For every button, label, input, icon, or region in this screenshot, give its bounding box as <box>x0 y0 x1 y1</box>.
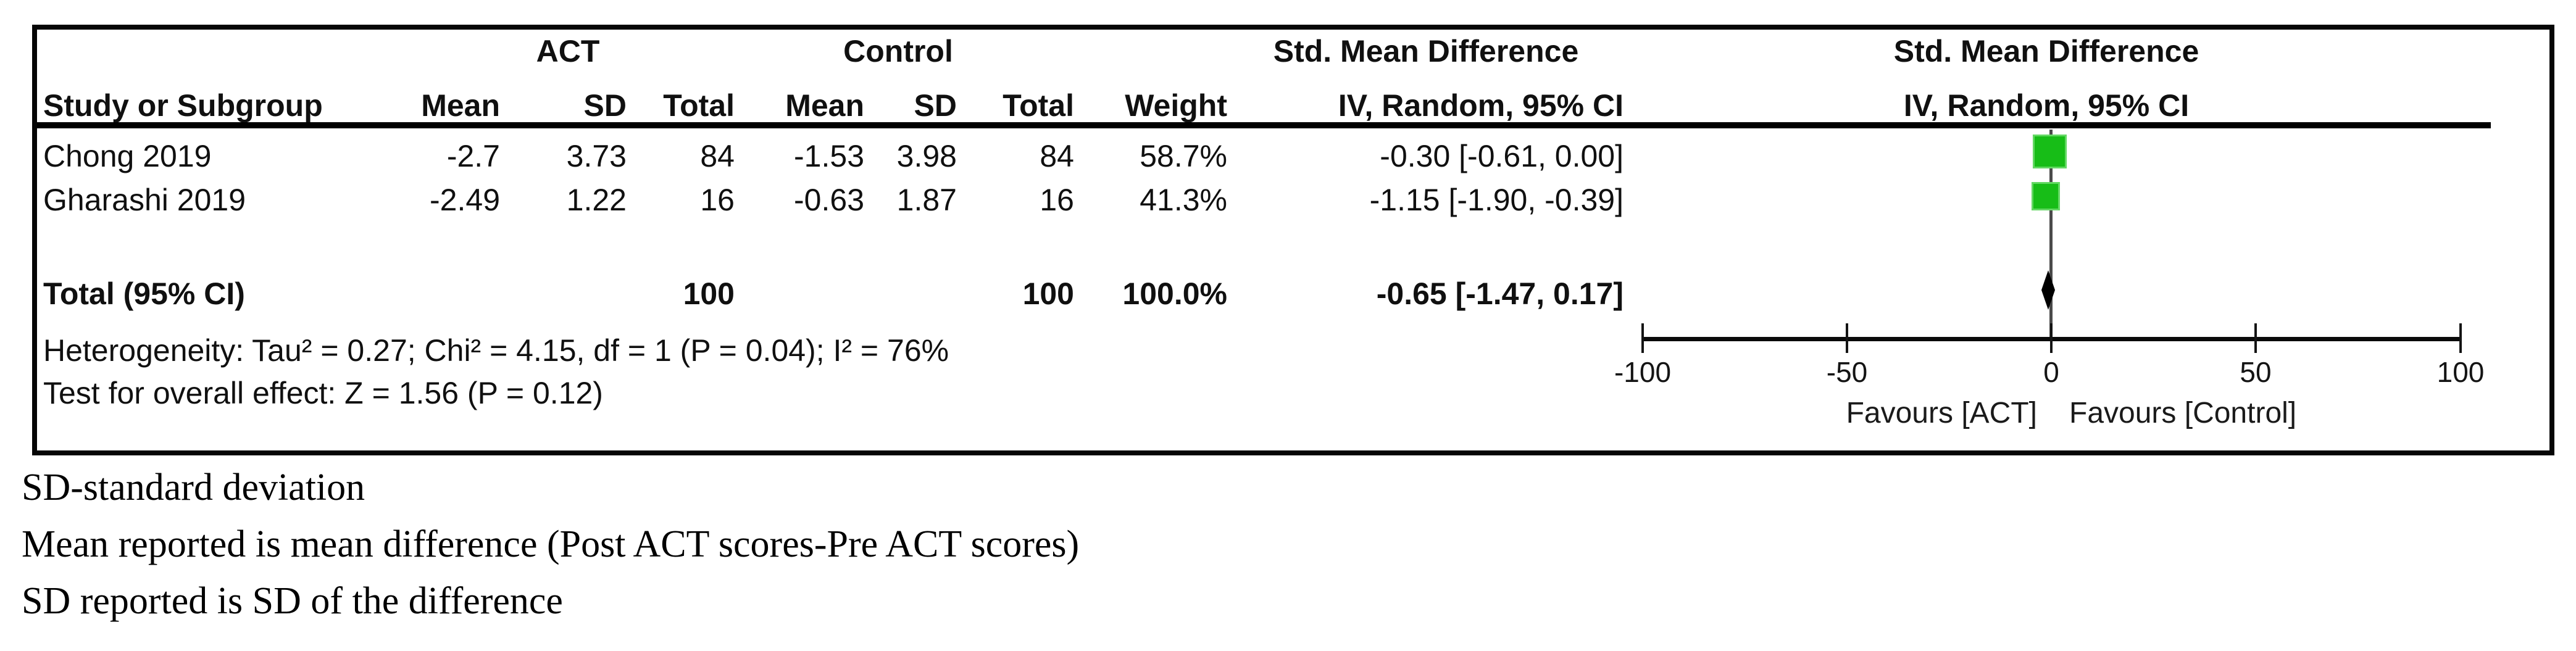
zero-effect-line <box>2049 130 2053 339</box>
total-act-total: 100 <box>683 276 735 311</box>
col-header-act-mean: Mean <box>421 88 500 123</box>
axis-tick <box>1846 323 1848 353</box>
control-sd-value: 3.98 <box>896 139 957 173</box>
axis-tick-label: 100 <box>2436 356 2485 388</box>
control-mean-value: -1.53 <box>794 139 864 173</box>
col-header-act-total: Total <box>663 88 735 123</box>
control-sd-value: 1.87 <box>896 183 957 217</box>
favours-left-label: Favours [ACT] <box>1846 397 2037 429</box>
col-header-control-mean: Mean <box>785 88 864 123</box>
col-header-control-sd: SD <box>914 88 957 123</box>
weight-value: 41.3% <box>1140 183 1227 217</box>
study-effect-square <box>2033 135 2067 168</box>
heterogeneity-text: Heterogeneity: Tau² = 0.27; Chi² = 4.15,… <box>43 333 949 368</box>
col-header-weight: Weight <box>1125 88 1227 123</box>
act-total-value: 16 <box>700 183 735 217</box>
study-name: Chong 2019 <box>43 139 212 173</box>
total-control-total: 100 <box>1022 276 1074 311</box>
group-header-smd-right: Std. Mean Difference <box>1893 34 2199 68</box>
group-header-control: Control <box>843 34 953 68</box>
header-rule <box>37 122 2491 128</box>
col-header-control-total: Total <box>1002 88 1074 123</box>
total-label: Total (95% CI) <box>43 276 245 311</box>
control-mean-value: -0.63 <box>794 183 864 217</box>
group-header-act: ACT <box>536 34 600 68</box>
control-total-value: 16 <box>1040 183 1074 217</box>
smd-ci-value: -1.15 [-1.90, -0.39] <box>1369 183 1624 217</box>
axis-tick <box>2050 323 2053 353</box>
act-total-value: 84 <box>700 139 735 173</box>
axis-tick-label: 50 <box>2240 356 2272 388</box>
col-header-act-sd: SD <box>583 88 627 123</box>
favours-right-label: Favours [Control] <box>2069 397 2297 429</box>
axis-tick-label: 0 <box>2043 356 2059 388</box>
control-total-value: 84 <box>1040 139 1074 173</box>
axis-tick <box>1641 323 1644 353</box>
footnote-line: SD-standard deviation <box>22 466 365 508</box>
smd-ci-value: -0.30 [-0.61, 0.00] <box>1380 139 1624 173</box>
act-sd-value: 3.73 <box>566 139 627 173</box>
act-mean-value: -2.49 <box>430 183 500 217</box>
total-weight: 100.0% <box>1122 276 1227 311</box>
weight-value: 58.7% <box>1140 139 1227 173</box>
col-header-study: Study or Subgroup <box>43 88 323 123</box>
total-smd-ci: -0.65 [-1.47, 0.17] <box>1376 276 1624 311</box>
col-header-iv-right: IV, Random, 95% CI <box>1903 88 2190 123</box>
overall-effect-text: Test for overall effect: Z = 1.56 (P = 0… <box>43 376 603 410</box>
act-sd-value: 1.22 <box>566 183 627 217</box>
footnote-line: Mean reported is mean difference (Post A… <box>22 523 1080 565</box>
summary-diamond <box>2041 270 2055 310</box>
study-effect-square <box>2032 182 2060 210</box>
footnote-line: SD reported is SD of the difference <box>22 580 563 622</box>
group-header-smd-left: Std. Mean Difference <box>1273 34 1579 68</box>
axis-tick-label: -50 <box>1826 356 1868 388</box>
act-mean-value: -2.7 <box>446 139 500 173</box>
col-header-iv-left: IV, Random, 95% CI <box>1338 88 1624 123</box>
study-name: Gharashi 2019 <box>43 183 246 217</box>
axis-tick <box>2459 323 2462 353</box>
axis-tick <box>2254 323 2257 353</box>
axis-tick-label: -100 <box>1614 356 1672 388</box>
